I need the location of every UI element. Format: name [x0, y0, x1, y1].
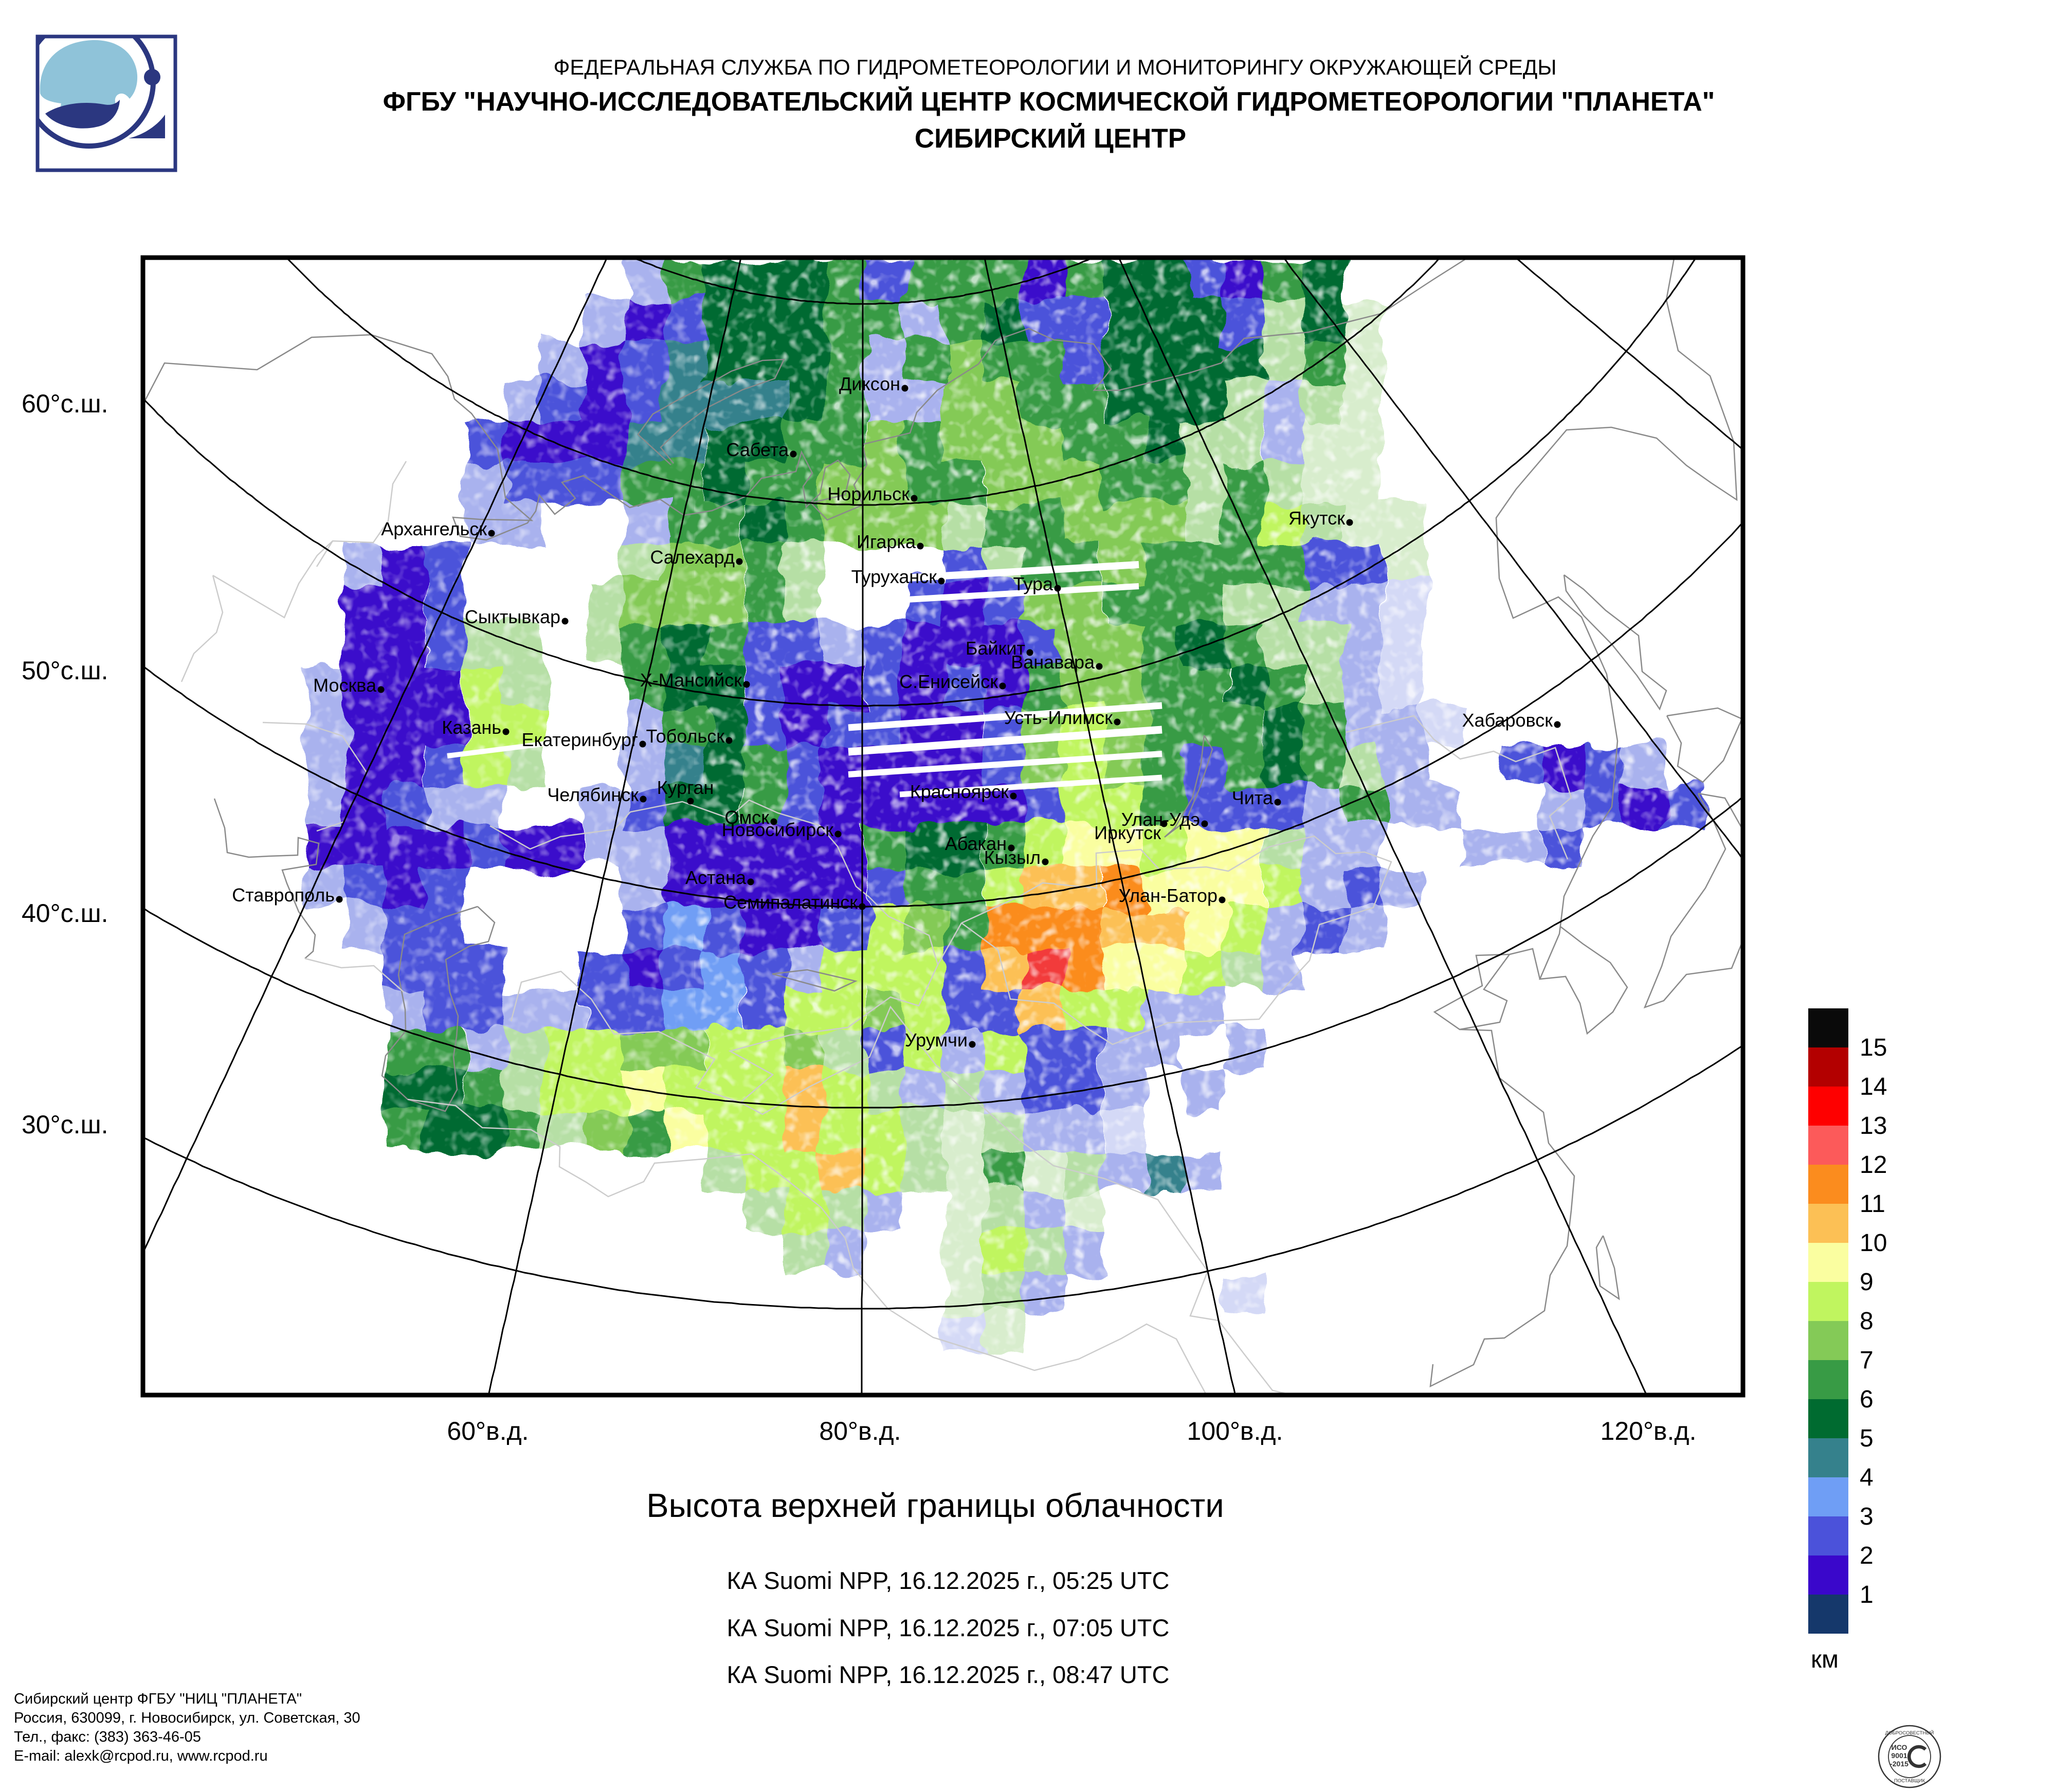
svg-text:Ванавара: Ванавара [1011, 652, 1095, 673]
svg-text:КА Suomi NPP, 16.12.2025 г., 0: КА Suomi NPP, 16.12.2025 г., 08:47 UTC [727, 1661, 1170, 1688]
svg-text:Сибирский центр ФГБУ "НИЦ "ПЛА: Сибирский центр ФГБУ "НИЦ "ПЛАНЕТА" [14, 1691, 302, 1707]
svg-text:СИБИРСКИЙ ЦЕНТР: СИБИРСКИЙ ЦЕНТР [915, 122, 1186, 154]
svg-text:Челябинск: Челябинск [547, 784, 639, 805]
svg-text:5: 5 [1860, 1425, 1874, 1452]
svg-text:Х-Мансийск: Х-Мансийск [640, 670, 742, 691]
svg-text:3: 3 [1860, 1503, 1874, 1530]
svg-text:Иркутск: Иркутск [1094, 822, 1161, 843]
svg-text:14: 14 [1860, 1073, 1887, 1100]
svg-text:120°в.д.: 120°в.д. [1601, 1417, 1697, 1445]
svg-text:С.Енисейск: С.Енисейск [899, 671, 998, 692]
svg-text:Чита: Чита [1232, 787, 1274, 808]
svg-text:Улан-Батор: Улан-Батор [1119, 885, 1217, 906]
svg-text:2: 2 [1860, 1542, 1874, 1569]
svg-text:ДОБРОСОВЕСТНЫЙ: ДОБРОСОВЕСТНЫЙ [1885, 1730, 1934, 1736]
svg-text:4: 4 [1860, 1464, 1874, 1491]
svg-text:Сабета: Сабета [726, 439, 789, 460]
svg-text:Салехард: Салехард [650, 547, 735, 568]
svg-text:Усть-Илимск: Усть-Илимск [1004, 707, 1113, 728]
svg-text:Абакан: Абакан [945, 833, 1007, 854]
svg-text:Игарка: Игарка [857, 531, 916, 552]
svg-text:9: 9 [1860, 1269, 1874, 1296]
svg-text:100°в.д.: 100°в.д. [1187, 1417, 1283, 1445]
svg-text:Норильск: Норильск [827, 483, 910, 504]
svg-text:Ставрополь: Ставрополь [232, 884, 335, 906]
svg-text:Астана: Астана [685, 867, 747, 888]
svg-text:Якутск: Якутск [1288, 508, 1345, 529]
svg-text:Диксон: Диксон [839, 373, 900, 394]
svg-text:Улан-Удэ: Улан-Удэ [1121, 809, 1200, 830]
svg-text:Москва: Москва [313, 675, 377, 696]
svg-text:Тобольск: Тобольск [646, 726, 724, 747]
svg-text:-2015: -2015 [1890, 1760, 1909, 1768]
svg-text:Хабаровск: Хабаровск [1462, 710, 1553, 731]
svg-text:60°с.ш.: 60°с.ш. [22, 389, 108, 418]
svg-text:ИСО: ИСО [1892, 1743, 1907, 1751]
svg-text:9001: 9001 [1891, 1751, 1907, 1760]
svg-text:Сыктывкар: Сыктывкар [465, 606, 560, 627]
svg-text:E-mail: alexk@rcpod.ru, www.rc: E-mail: alexk@rcpod.ru, www.rcpod.ru [14, 1748, 268, 1764]
svg-text:ФГБУ "НАУЧНО-ИССЛЕДОВАТЕЛЬСКИЙ: ФГБУ "НАУЧНО-ИССЛЕДОВАТЕЛЬСКИЙ ЦЕНТР КОС… [383, 86, 1715, 117]
svg-text:10: 10 [1860, 1229, 1887, 1257]
svg-text:Новосибирск: Новосибирск [722, 819, 834, 840]
svg-text:Туруханск: Туруханск [851, 566, 937, 587]
svg-text:60°в.д.: 60°в.д. [447, 1417, 529, 1445]
svg-text:Архангельск: Архангельск [381, 518, 487, 539]
svg-text:Екатеринбург: Екатеринбург [522, 729, 638, 750]
svg-text:Семипалатинск: Семипалатинск [723, 892, 858, 913]
svg-text:Тура: Тура [1013, 573, 1053, 594]
svg-text:11: 11 [1860, 1190, 1885, 1218]
svg-text:Красноярск: Красноярск [910, 781, 1009, 802]
svg-text:13: 13 [1860, 1112, 1887, 1139]
svg-text:15: 15 [1860, 1034, 1887, 1061]
svg-text:Высота верхней границы облачно: Высота верхней границы облачности [646, 1487, 1224, 1524]
svg-text:7: 7 [1860, 1347, 1874, 1374]
svg-text:Тел., факс: (383) 363-46-05: Тел., факс: (383) 363-46-05 [14, 1729, 201, 1745]
svg-text:км: км [1811, 1646, 1839, 1673]
svg-text:6: 6 [1860, 1386, 1874, 1413]
svg-text:КА Suomi NPP, 16.12.2025 г., 0: КА Suomi NPP, 16.12.2025 г., 05:25 UTC [727, 1567, 1170, 1594]
svg-text:ПОСТАВЩИК: ПОСТАВЩИК [1894, 1778, 1925, 1784]
svg-text:40°с.ш.: 40°с.ш. [22, 899, 108, 928]
svg-text:ФЕДЕРАЛЬНАЯ СЛУЖБА ПО ГИДРОМЕТ: ФЕДЕРАЛЬНАЯ СЛУЖБА ПО ГИДРОМЕТЕОРОЛОГИИ … [553, 55, 1556, 79]
svg-text:30°с.ш.: 30°с.ш. [22, 1110, 108, 1139]
svg-text:Урумчи: Урумчи [905, 1029, 968, 1051]
svg-text:Казань: Казань [442, 717, 501, 738]
svg-text:КА Suomi NPP, 16.12.2025 г., 0: КА Suomi NPP, 16.12.2025 г., 07:05 UTC [727, 1614, 1170, 1641]
svg-text:Курган: Курган [657, 777, 714, 798]
svg-text:8: 8 [1860, 1308, 1874, 1335]
svg-text:80°в.д.: 80°в.д. [819, 1417, 901, 1445]
svg-text:Байкит: Байкит [966, 638, 1025, 659]
svg-text:Омск: Омск [724, 807, 769, 828]
svg-text:50°с.ш.: 50°с.ш. [22, 656, 108, 685]
svg-text:1: 1 [1860, 1581, 1874, 1608]
svg-text:12: 12 [1860, 1151, 1887, 1179]
svg-text:Россия, 630099, г. Новосибирск: Россия, 630099, г. Новосибирск, ул. Сове… [14, 1710, 360, 1726]
